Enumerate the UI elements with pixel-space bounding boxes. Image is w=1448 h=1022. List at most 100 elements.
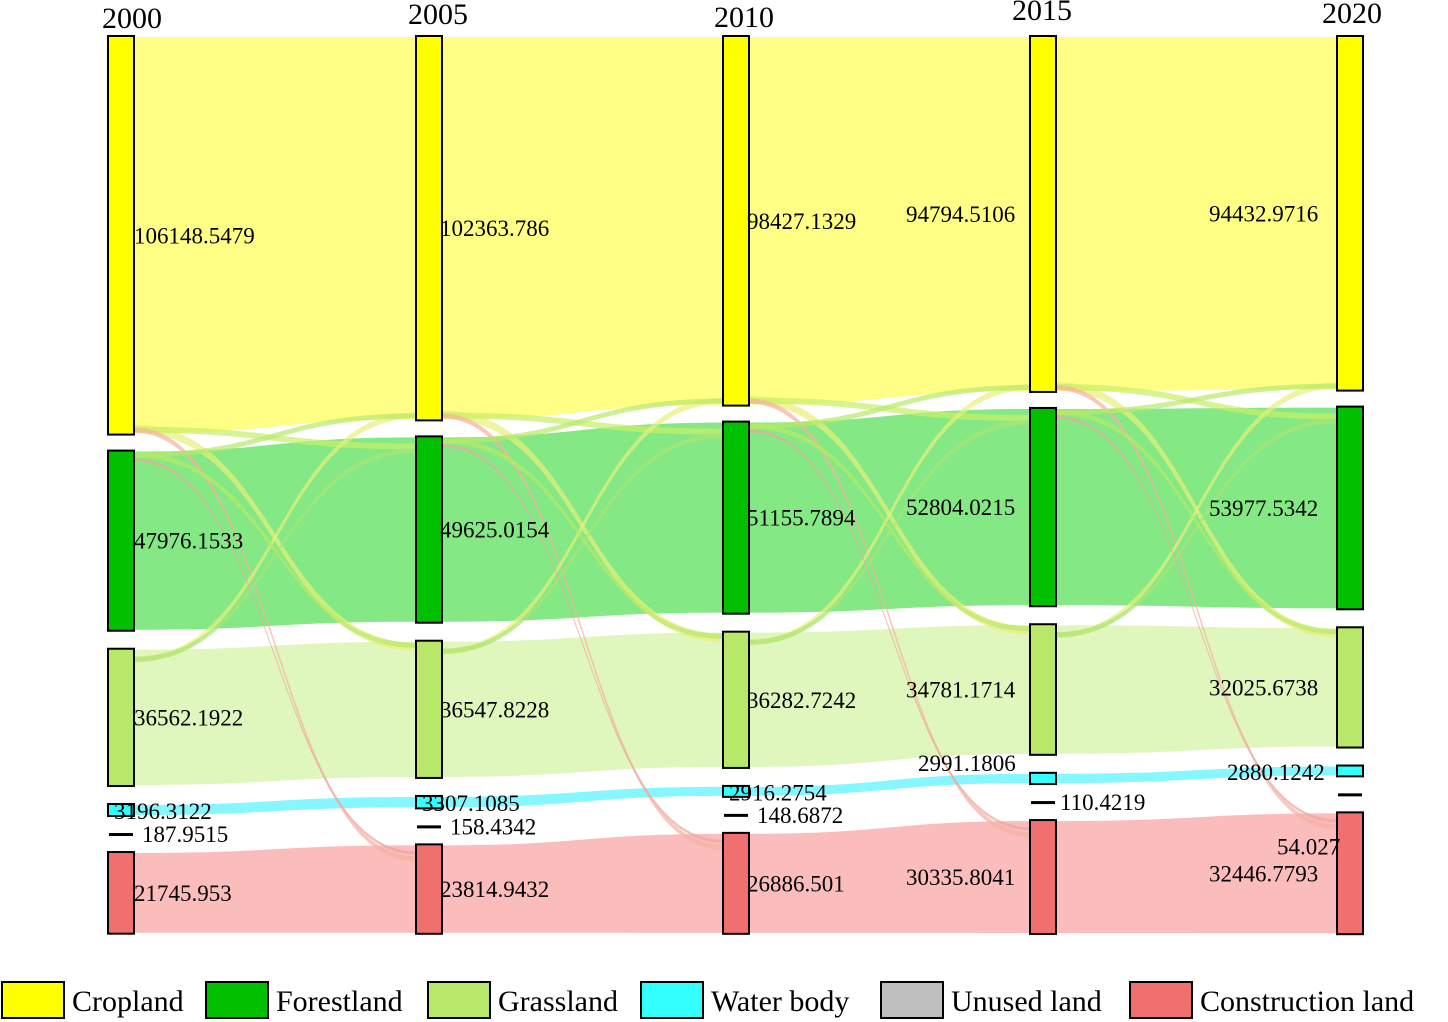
legend-swatch-grassland <box>427 981 491 1019</box>
flow-cropland-2005-2010 <box>442 37 723 420</box>
legend-item-grassland: Grassland <box>427 981 618 1019</box>
node-layer <box>107 35 1364 936</box>
transition-cropland-to-construction-2010 <box>749 398 1030 838</box>
transition-grassland-to-forestland-2000 <box>134 448 416 662</box>
value-label-forestland-2005: 49625.0154 <box>440 518 550 543</box>
legend-label-construction: Construction land <box>1200 985 1414 1018</box>
transition-forestland-to-grassland-2015 <box>1056 409 1337 635</box>
legend-swatch-unused <box>880 981 944 1019</box>
transition-cropland-to-construction-2000 <box>134 427 416 862</box>
node-grassland-2020 <box>1336 626 1364 749</box>
value-label-water-2005: 3307.1085 <box>422 791 520 816</box>
node-water-2000 <box>107 803 135 818</box>
node-forestland-2005 <box>415 435 443 624</box>
node-construction-2005 <box>415 843 443 935</box>
value-label-construction-2010: 26886.501 <box>747 871 845 896</box>
flow-cropland-2010-2015 <box>749 37 1030 405</box>
year-label-2010: 2010 <box>714 1 774 34</box>
year-label-2000: 2000 <box>102 2 162 35</box>
legend-item-forestland: Forestland <box>205 981 403 1019</box>
value-label-construction-2015: 30335.8041 <box>906 865 1015 890</box>
value-label-grassland-2015: 34781.1714 <box>906 678 1016 703</box>
flow-layer <box>134 37 1337 934</box>
flow-construction-2010-2015 <box>749 821 1030 933</box>
node-grassland-2010 <box>722 630 750 769</box>
flow-forestland-2000-2005 <box>134 437 416 630</box>
flow-construction-2005-2010 <box>442 833 723 933</box>
value-label-grassland-2000: 36562.1922 <box>134 705 243 730</box>
value-label-water-2020: 2880.1242 <box>1227 760 1325 785</box>
node-grassland-2015 <box>1029 623 1057 756</box>
node-grassland-2000 <box>107 647 135 788</box>
node-construction-2000 <box>107 851 135 935</box>
flow-water-2005-2010 <box>442 786 723 808</box>
transition-forestland-to-grassland-2010 <box>749 423 1030 632</box>
value-label-unused-2005: 158.4342 <box>450 814 536 839</box>
legend-label-water: Water body <box>711 985 849 1018</box>
node-water-2005 <box>415 794 443 810</box>
transition-grassland-to-forestland-2010 <box>749 419 1030 645</box>
legend-swatch-water <box>640 981 704 1019</box>
legend-item-construction: Construction land <box>1129 981 1414 1019</box>
transition-forestland-to-construction-2005 <box>442 444 723 843</box>
flow-water-2015-2020 <box>1056 766 1337 784</box>
node-water-2015 <box>1029 771 1057 786</box>
node-unused-2020 <box>1338 793 1362 797</box>
flow-water-2010-2015 <box>749 773 1030 796</box>
transition-forestland-to-cropland-2010 <box>749 384 1030 429</box>
node-cropland-2015 <box>1029 35 1057 393</box>
value-label-unused-2020: 54.027 <box>1277 834 1340 859</box>
value-label-unused-2000: 187.9515 <box>142 822 228 847</box>
legend-swatch-cropland <box>1 981 65 1019</box>
value-label-construction-2005: 23814.9432 <box>440 877 549 902</box>
value-label-forestland-2000: 47976.1533 <box>134 529 243 554</box>
value-label-unused-2015: 110.4219 <box>1060 790 1145 815</box>
node-cropland-2010 <box>722 35 750 407</box>
node-forestland-2020 <box>1336 405 1364 611</box>
transition-grassland-to-cropland-2000 <box>134 412 416 663</box>
legend-swatch-forestland <box>205 981 269 1019</box>
legend-item-unused: Unused land <box>880 981 1102 1019</box>
value-label-forestland-2015: 52804.0215 <box>906 495 1015 520</box>
flow-cropland-2015-2020 <box>1056 37 1337 391</box>
legend-item-cropland: Cropland <box>1 981 184 1019</box>
value-label-grassland-2020: 32025.6738 <box>1209 675 1318 700</box>
node-cropland-2000 <box>107 35 135 436</box>
flow-water-2000-2005 <box>134 796 416 816</box>
year-labels: 2000 2005 2010 2015 2020 <box>102 0 1382 35</box>
legend: Cropland Forestland Grassland Water body Unu… <box>1 981 1414 1019</box>
transition-forestland-to-cropland-2000 <box>134 413 416 458</box>
transition-grassland-to-forestland-2015 <box>1056 418 1337 638</box>
legend-swatch-construction <box>1129 981 1193 1019</box>
transition-cropland-to-construction-2015 <box>1056 384 1337 830</box>
transition-forestland-to-cropland-2005 <box>442 398 723 444</box>
value-label-cropland-2010: 98427.1329 <box>747 209 856 234</box>
node-cropland-2020 <box>1336 35 1364 392</box>
legend-item-water: Water body <box>640 981 849 1019</box>
transition-forestland-to-grassland-2000 <box>134 452 416 648</box>
node-grassland-2005 <box>415 639 443 779</box>
node-forestland-2015 <box>1029 406 1057 608</box>
value-label-forestland-2010: 51155.7894 <box>747 506 856 531</box>
value-label-unused-2010: 148.6872 <box>757 803 843 828</box>
legend-label-unused: Unused land <box>951 985 1102 1018</box>
transition-grassland-to-cropland-2005 <box>442 397 723 655</box>
node-water-2010 <box>722 784 750 798</box>
node-construction-2015 <box>1029 819 1057 935</box>
flow-construction-2000-2005 <box>134 845 416 933</box>
transition-cropland-to-construction-2005 <box>442 413 723 850</box>
node-construction-2010 <box>722 831 750 935</box>
value-label-grassland-2005: 36547.8228 <box>440 697 549 722</box>
value-label-construction-2020: 32446.7793 <box>1209 861 1318 886</box>
node-unused-2000 <box>109 833 133 837</box>
year-label-2005: 2005 <box>408 0 468 31</box>
label-layer: 106148.5479 47976.1533 36562.1922 3196.3122… <box>114 201 1340 906</box>
value-label-forestland-2020: 53977.5342 <box>1209 496 1318 521</box>
value-label-grassland-2010: 36282.7242 <box>747 688 856 713</box>
node-unused-2010 <box>724 813 748 817</box>
value-label-cropland-2000: 106148.5479 <box>134 223 255 248</box>
flow-grassland-2015-2020 <box>1056 625 1337 754</box>
transition-grassland-to-forestland-2005 <box>442 433 723 654</box>
value-label-water-2015: 2991.1806 <box>918 751 1016 776</box>
legend-label-grassland: Grassland <box>498 985 618 1018</box>
